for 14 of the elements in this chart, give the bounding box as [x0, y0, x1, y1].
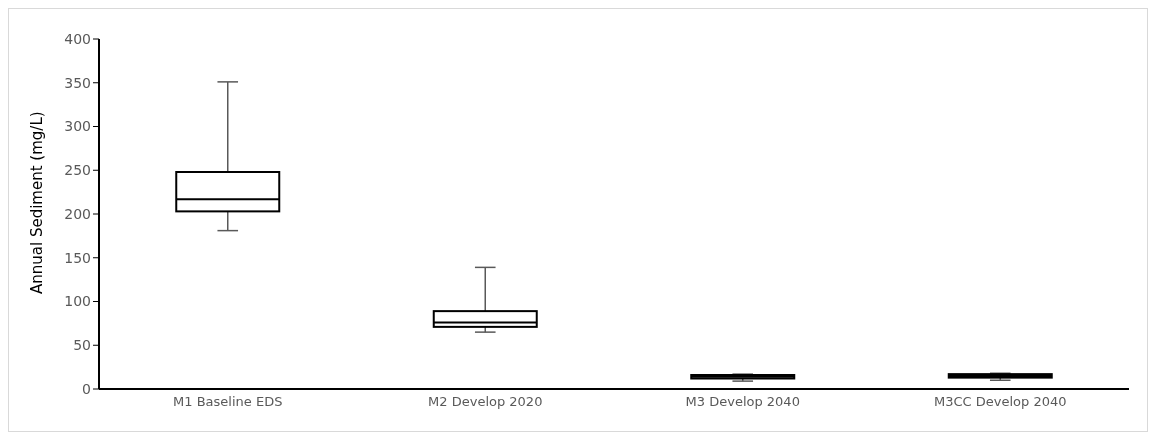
y-tick-label: 200: [64, 205, 91, 222]
x-tick-label: M1 Baseline EDS: [173, 394, 283, 410]
y-tick-label: 400: [64, 30, 91, 47]
y-axis-title: Annual Sediment (mg/L): [28, 111, 47, 294]
y-tick-label: 0: [82, 380, 91, 397]
y-tick-label: 150: [64, 249, 91, 266]
y-tick-label: 250: [64, 162, 91, 179]
x-tick-label: M3CC Develop 2040: [933, 394, 1067, 410]
y-tick-label: 50: [73, 337, 91, 354]
y-tick-label: 100: [64, 293, 91, 310]
x-tick-label: M3 Develop 2040: [685, 394, 800, 410]
y-tick-label: 300: [64, 118, 91, 135]
x-tick-label: M2 Develop 2020: [428, 394, 543, 410]
y-tick-label: 350: [64, 74, 91, 91]
